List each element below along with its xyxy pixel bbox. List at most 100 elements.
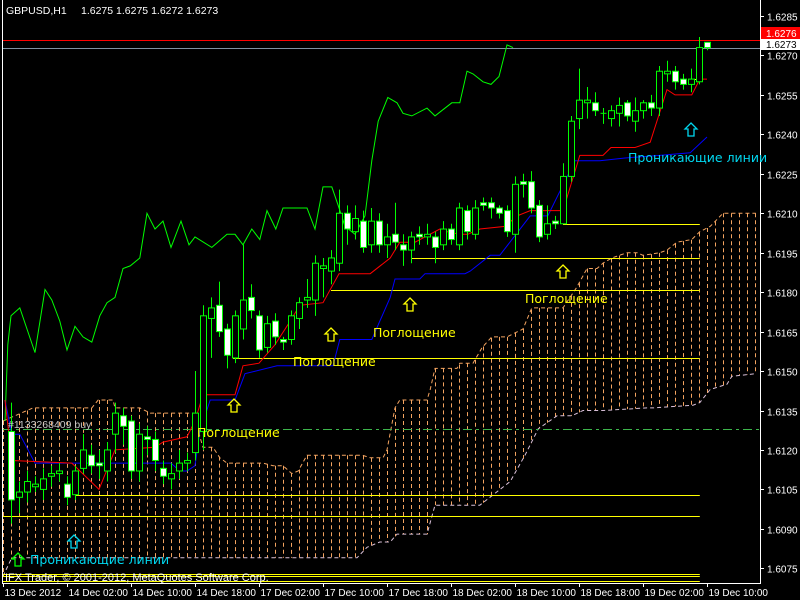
engulfing-up-arrow-icon [402, 297, 418, 312]
candle-body [48, 473, 55, 477]
candle [608, 105, 615, 127]
candle-body [88, 454, 95, 467]
candle-body [320, 265, 327, 269]
price-axis-label: 1.6075 [767, 565, 798, 576]
candle-body [584, 99, 591, 104]
candle [656, 65, 663, 116]
candle-body [56, 470, 63, 475]
candle-body [296, 302, 303, 319]
candle [392, 202, 399, 251]
candle [400, 234, 407, 266]
engulfing-label: Поглощение [373, 325, 456, 340]
candle [16, 481, 23, 514]
candle [600, 108, 607, 124]
candle [64, 476, 71, 506]
candle-body [568, 120, 575, 177]
candle [224, 323, 231, 369]
candle [352, 205, 359, 240]
candle-body [440, 228, 447, 246]
piercing-lines-label: Проникающие линии [628, 150, 767, 165]
candle-body [352, 218, 359, 233]
candle-body [312, 262, 319, 301]
current-price-tag [761, 39, 800, 50]
candle-body [112, 412, 119, 435]
candle-body [544, 223, 551, 235]
price-axis-label: 1.6285 [767, 13, 798, 24]
candle [648, 94, 655, 116]
candle-body [40, 478, 47, 490]
time-axis-label: 18 Dec 18:00 [581, 588, 641, 599]
price-axis-label: 1.6210 [767, 210, 798, 221]
candle-body [664, 70, 671, 75]
candle-body [448, 228, 455, 241]
time-axis-label: 18 Dec 10:00 [517, 588, 577, 599]
candle [320, 257, 327, 298]
candle-body [536, 204, 543, 238]
candle-body [8, 431, 15, 501]
price-axis-label: 1.6225 [767, 171, 798, 182]
time-axis-label: 14 Dec 18:00 [197, 588, 257, 599]
candle [488, 197, 495, 219]
candle [136, 423, 143, 482]
candle [584, 87, 591, 119]
candle-body [248, 296, 255, 312]
candle [592, 92, 599, 116]
engulfing-label: Поглощение [525, 291, 608, 306]
candle-body [456, 207, 463, 246]
candle [176, 449, 183, 479]
candle-body [656, 70, 663, 109]
candle [128, 415, 135, 479]
candle [360, 210, 367, 253]
candle [512, 176, 519, 253]
candle-body [304, 296, 311, 301]
candle [432, 231, 439, 264]
time-axis-label: 19 Dec 02:00 [645, 588, 705, 599]
candle [704, 41, 711, 51]
candle-body [416, 233, 423, 238]
copyright-text: IFX Trader, © 2001-2012, MetaQuotes Soft… [5, 572, 269, 584]
candle-body [696, 47, 703, 83]
candle [280, 336, 287, 351]
candle [104, 442, 111, 482]
candle-body [640, 102, 647, 112]
pattern-arrows [10, 122, 699, 567]
candle [664, 60, 671, 82]
candle [640, 100, 647, 119]
red-line-price-tag [761, 27, 800, 39]
price-axis-label: 1.6195 [767, 250, 798, 261]
candle-body [592, 102, 599, 112]
candle-body [400, 244, 407, 251]
candle [688, 68, 695, 93]
candle [216, 281, 223, 337]
candle [24, 470, 31, 503]
candle [520, 173, 527, 198]
candle-body [240, 299, 247, 330]
engulfing-up-arrow-icon [226, 398, 242, 413]
candle-body [632, 110, 639, 122]
time-axis-label: 17 Dec 10:00 [325, 588, 385, 599]
candle-body [256, 315, 263, 351]
candle [296, 297, 303, 329]
candle-body [120, 415, 127, 427]
candle-body [496, 207, 503, 214]
candle [152, 431, 159, 471]
price-axis-label: 1.6135 [767, 408, 798, 419]
engulfing-up-arrow-icon [555, 264, 571, 279]
candle-body [80, 449, 87, 469]
candle [96, 449, 103, 479]
time-axis-label: 13 Dec 2012 [5, 588, 62, 599]
candle-body [520, 181, 527, 185]
candle-body [624, 102, 631, 117]
candle-body [176, 462, 183, 472]
candle-body [160, 467, 167, 477]
candle-body [152, 438, 159, 461]
candle-body [264, 323, 271, 348]
candle-body [408, 236, 415, 251]
candle-body [72, 470, 79, 496]
candle [120, 407, 127, 445]
candle [192, 371, 199, 461]
price-axis-label: 1.6165 [767, 329, 798, 340]
candle-body [576, 99, 583, 120]
candle [200, 305, 207, 450]
